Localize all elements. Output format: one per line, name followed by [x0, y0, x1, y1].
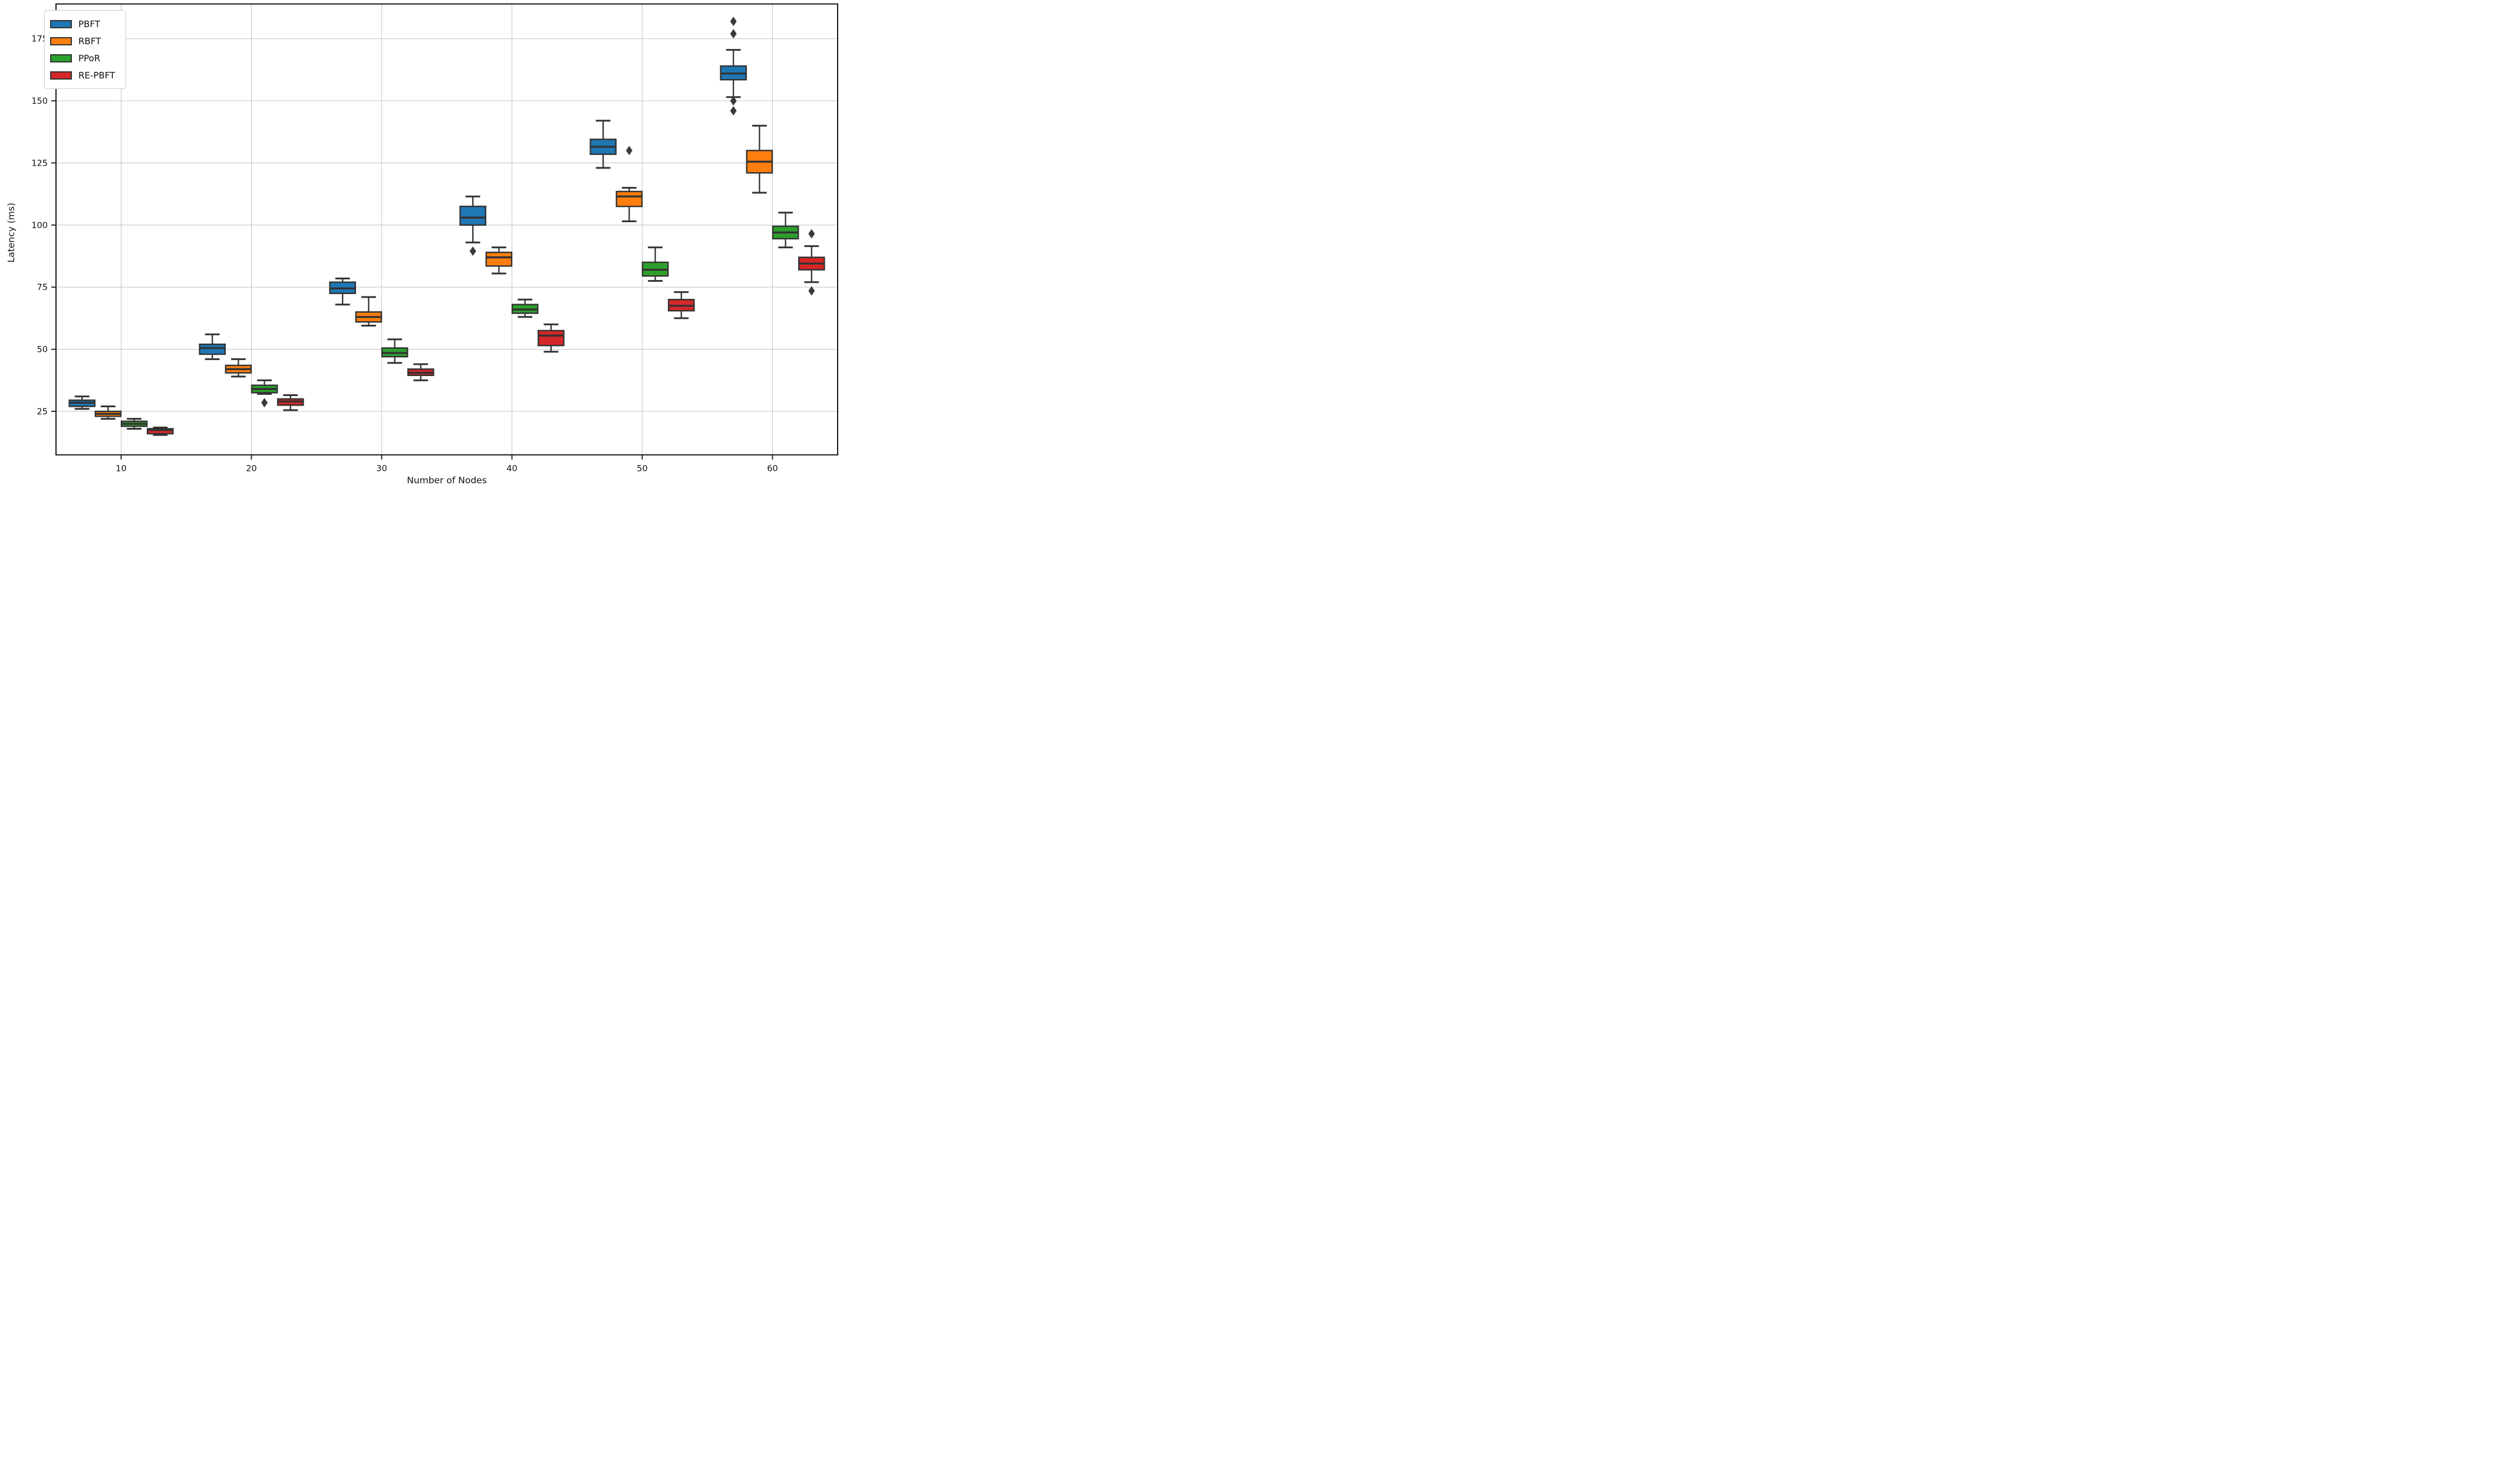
latency-boxplot-chart: 25 50 75 100 125 150 175 10 20 30 40 50 60 — [0, 0, 840, 492]
legend: PBFT RBFT PPoR RE-PBFT — [44, 10, 127, 89]
y-tick-label: 175 — [31, 35, 48, 44]
y-tick-label: 25 — [37, 407, 48, 417]
y-tick-label: 75 — [37, 283, 48, 292]
x-axis-label: Number of Nodes — [407, 475, 487, 486]
legend-label: RBFT — [78, 35, 101, 47]
y-axis-label: Latency (ms) — [6, 203, 17, 263]
x-tick-label: 30 — [376, 464, 387, 474]
legend-item-pbft: PBFT — [50, 15, 115, 32]
box-re-pbft — [538, 329, 565, 347]
outlier-diamond — [730, 96, 737, 106]
legend-item-rbft: RBFT — [50, 32, 115, 50]
outlier-diamond — [261, 398, 268, 408]
legend-label: PPoR — [78, 52, 101, 64]
legend-item-ppor: PPoR — [50, 50, 115, 67]
legend-swatch-pbft — [50, 19, 72, 28]
legend-item-re-pbft: RE-PBFT — [50, 67, 115, 84]
outlier-diamond — [808, 286, 815, 296]
x-tick-label: 60 — [767, 464, 778, 474]
x-tick-label: 10 — [116, 464, 126, 474]
outlier-diamond — [808, 229, 815, 239]
legend-swatch-re-pbft — [50, 71, 72, 80]
outlier-diamond — [469, 246, 476, 256]
x-tick-label: 40 — [506, 464, 517, 474]
y-tick-label: 100 — [31, 221, 48, 230]
box-rbft — [485, 251, 513, 267]
legend-swatch-rbft — [50, 37, 72, 45]
legend-label: PBFT — [78, 18, 100, 29]
outlier-diamond — [730, 17, 737, 27]
legend-label: RE-PBFT — [78, 70, 116, 81]
outlier-diamond — [730, 29, 737, 39]
y-tick-label: 150 — [31, 97, 48, 106]
x-tick-label: 20 — [246, 464, 256, 474]
outlier-diamond — [730, 106, 737, 116]
axes-spines — [55, 3, 838, 456]
y-tick-label: 125 — [31, 159, 48, 168]
box-re-pbft — [146, 428, 174, 435]
boxplot-figure: 25 50 75 100 125 150 175 10 20 30 40 50 60 Latency (… — [0, 0, 840, 492]
outlier-diamond — [625, 146, 633, 156]
plot-background — [0, 0, 840, 492]
legend-swatch-ppor — [50, 54, 72, 62]
x-tick-label: 50 — [637, 464, 647, 474]
box-pbft — [459, 206, 486, 226]
box-rbft — [615, 190, 643, 207]
y-tick-label: 50 — [37, 345, 48, 355]
box-pbft — [199, 343, 226, 355]
